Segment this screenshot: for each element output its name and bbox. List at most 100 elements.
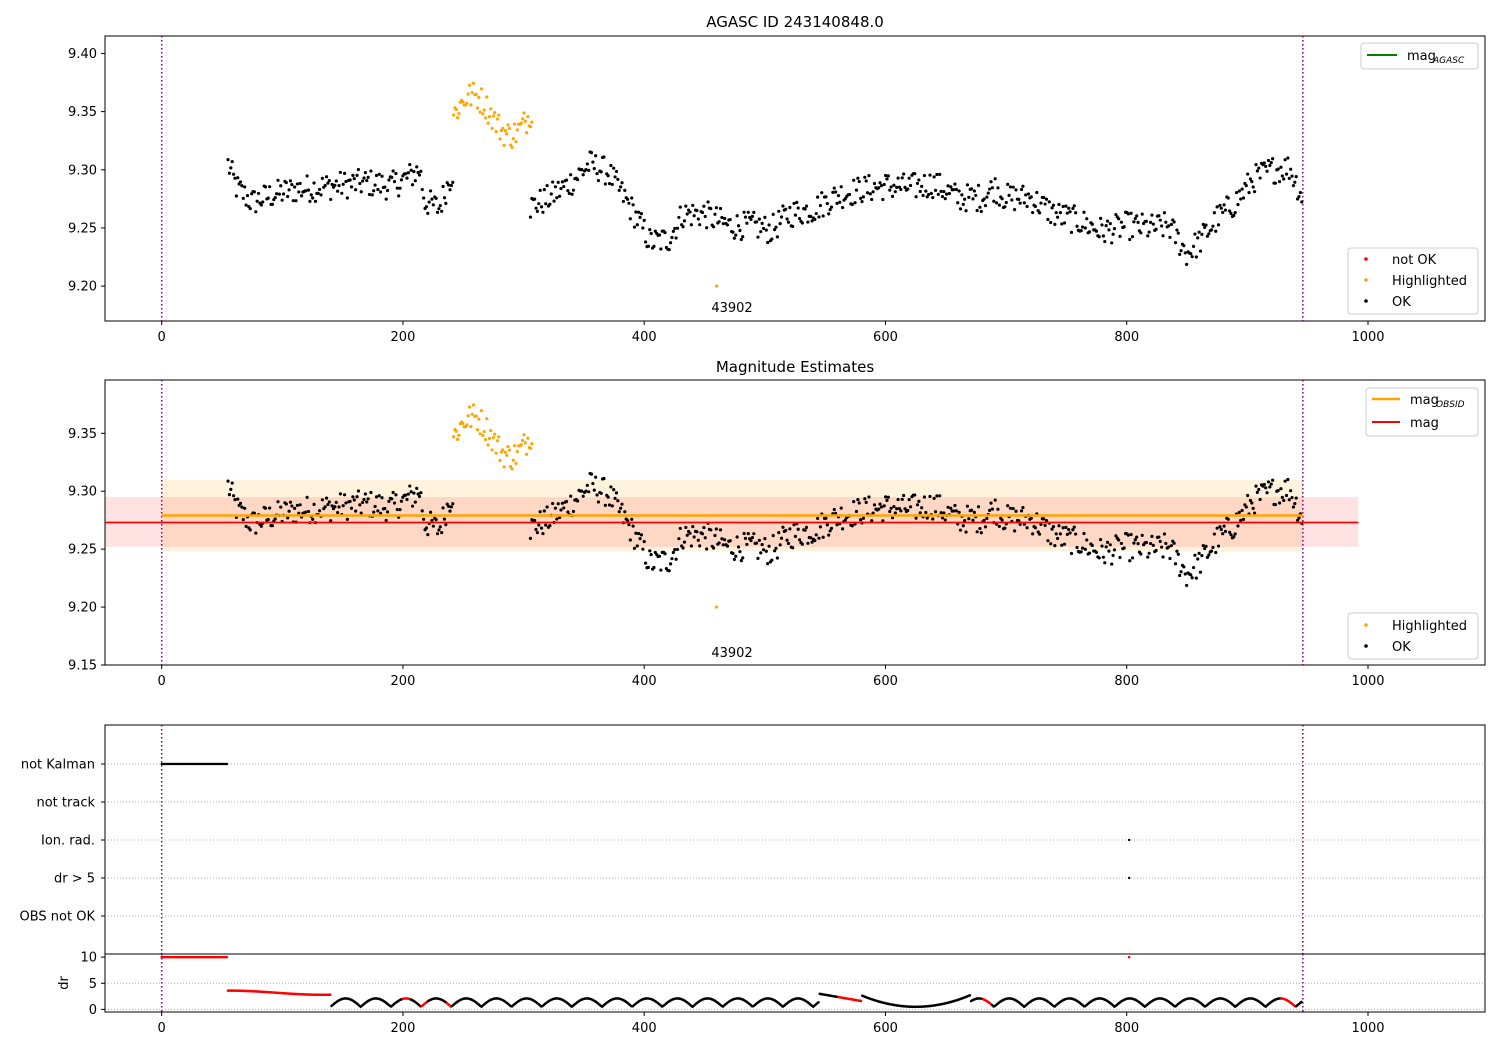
ok-point (975, 530, 979, 534)
ok-point (933, 510, 938, 514)
ok-point (857, 501, 861, 505)
ok-point (444, 523, 448, 527)
ok-point (953, 503, 957, 508)
ok-point (1276, 488, 1280, 493)
panel2-title: Magnitude Estimates (716, 358, 874, 376)
highlighted-point (471, 403, 476, 407)
panel1-annotation: 43902 (711, 301, 752, 316)
highlighted-point (457, 111, 461, 116)
x-tick-label: 0 (158, 1021, 166, 1036)
ok-point (422, 196, 426, 200)
ok-point (677, 537, 681, 541)
x-tick-label: 600 (873, 330, 898, 345)
ok-point (236, 497, 240, 501)
y-tick-label: 9.30 (68, 485, 97, 500)
ok-point (627, 201, 631, 205)
highlighted-point (475, 428, 480, 432)
highlighted-point (490, 448, 494, 452)
ok-point (358, 503, 362, 507)
ok-point (689, 223, 693, 227)
ok-point (906, 508, 910, 513)
ok-point (603, 503, 607, 507)
ok-point (810, 540, 814, 544)
ok-point (541, 210, 545, 214)
ok-point (617, 188, 621, 192)
ok-point (1042, 195, 1046, 200)
ok-point (431, 203, 435, 207)
ok-point (773, 227, 777, 232)
panel4-y-axis: 0 5 10 (80, 951, 105, 1018)
ok-point (1236, 524, 1240, 528)
ok-point (648, 549, 652, 553)
ok-point (1104, 224, 1108, 228)
ok-point (1158, 218, 1162, 222)
ok-point (970, 187, 974, 191)
ok-point (1099, 538, 1103, 542)
ok-point (1150, 534, 1154, 538)
ok-point (763, 215, 767, 219)
ok-point (434, 196, 438, 200)
ok-point (834, 190, 838, 194)
ok-point (312, 181, 316, 185)
ok-point (1166, 224, 1171, 228)
ok-point (1011, 185, 1015, 189)
ok-point (1240, 508, 1244, 513)
ok-point (384, 518, 388, 523)
ok-point (326, 502, 330, 507)
ok-point (1198, 249, 1203, 253)
ok-point (534, 206, 538, 210)
ok-point (888, 509, 892, 514)
ok-point (1248, 177, 1253, 181)
highlighted-point (530, 442, 534, 446)
panel2-legend-mag-obsid: mag (1410, 393, 1439, 408)
ok-point (1069, 551, 1074, 556)
ok-point (1110, 562, 1114, 566)
ok-point (1029, 516, 1033, 520)
ok-point (1198, 570, 1203, 574)
ok-point (358, 181, 362, 186)
ok-point (749, 217, 753, 222)
ok-point (993, 177, 997, 181)
panel1-x-axis: 0 200 400 600 800 1000 (158, 321, 1385, 345)
ok-point (1119, 541, 1124, 546)
ok-point (718, 206, 723, 211)
ok-point (907, 498, 911, 502)
ok-point (745, 221, 749, 225)
ok-point (607, 181, 612, 186)
ok-point (340, 191, 344, 195)
highlighted-point (470, 412, 474, 416)
highlighted-point (482, 430, 486, 434)
ok-point (976, 505, 981, 509)
ok-point (1212, 211, 1216, 215)
ok-point (391, 169, 395, 173)
highlighted-point (487, 115, 492, 119)
ok-point (1132, 541, 1136, 545)
ok-point (1062, 542, 1067, 546)
ok-point (1144, 219, 1148, 223)
ok-point (372, 510, 376, 514)
ok-point (989, 180, 993, 184)
ok-point (725, 223, 730, 227)
ok-point (877, 507, 881, 511)
ok-point (616, 499, 620, 503)
ok-point (592, 488, 596, 492)
ok-point (1223, 529, 1228, 533)
ok-point (705, 547, 709, 551)
ok-point (976, 183, 981, 187)
ok-point (334, 500, 338, 504)
ok-point (1026, 192, 1031, 196)
ok-point (983, 525, 988, 529)
ok-point (569, 173, 573, 177)
ok-point (1111, 232, 1115, 236)
ok-point (754, 541, 759, 545)
ok-point (1168, 556, 1172, 561)
ok-point (978, 205, 982, 209)
ok-point (1280, 495, 1284, 499)
ok-point (692, 535, 696, 539)
ok-point (864, 179, 868, 183)
ok-point (861, 195, 865, 199)
ok-point (1216, 223, 1221, 227)
ok-point (1129, 211, 1133, 215)
panel2-points (226, 403, 1304, 609)
ok-point (985, 195, 989, 199)
